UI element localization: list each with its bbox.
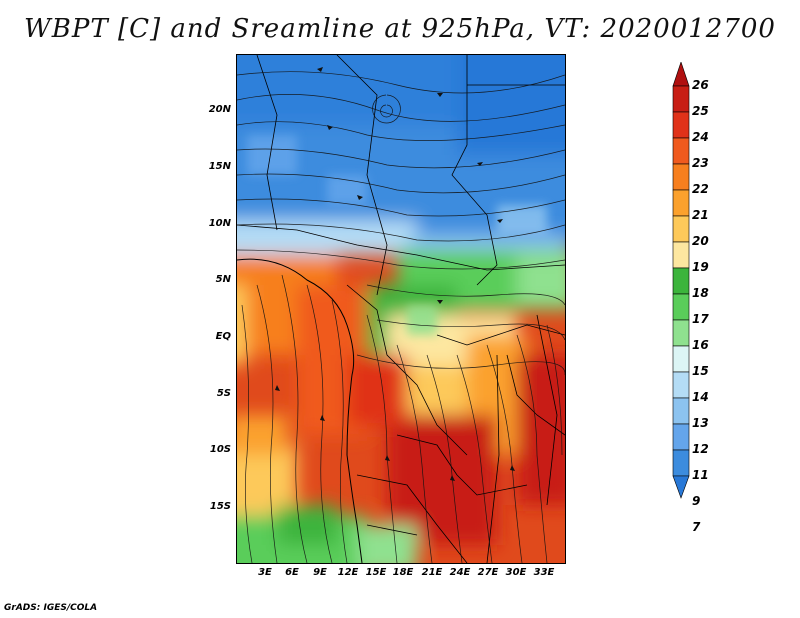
- map-panel: [236, 54, 566, 564]
- lat-tick: EQ: [215, 331, 231, 342]
- lon-tick: 6E: [285, 567, 299, 578]
- colorbar-segment: [672, 449, 690, 477]
- colorbar-segment: [672, 137, 690, 165]
- colorbar-segment: [672, 215, 690, 243]
- lon-tick: 9E: [313, 567, 327, 578]
- colorbar-segment: [672, 111, 690, 139]
- lon-tick: 3E: [258, 567, 272, 578]
- lat-tick: 5N: [215, 274, 231, 285]
- colorbar-label: 19: [692, 260, 709, 274]
- colorbar-label: 24: [692, 130, 709, 144]
- colorbar-segment: [672, 241, 690, 269]
- colorbar-segment: [672, 371, 690, 399]
- colorbar-label: 11: [692, 468, 709, 482]
- lon-tick: 15E: [365, 567, 387, 578]
- lon-tick: 21E: [421, 567, 443, 578]
- lon-tick: 12E: [337, 567, 359, 578]
- colorbar-segment: [672, 163, 690, 191]
- colorbar-min-triangle: [672, 475, 690, 499]
- lon-tick: 33E: [533, 567, 555, 578]
- colorbar-segment: [672, 397, 690, 425]
- footer-credit: GrADS: IGES/COLA: [4, 603, 98, 613]
- colorbar-label: 23: [692, 156, 709, 170]
- lon-tick: 30E: [505, 567, 527, 578]
- map-title: WBPT [C] and Sreamline at 925hPa, VT: 20…: [24, 14, 776, 44]
- colorbar-label: 26: [692, 78, 709, 92]
- colorbar-label: 15: [692, 364, 709, 378]
- colorbar-label: 12: [692, 442, 709, 456]
- colorbar-max-triangle: [672, 62, 690, 87]
- streamlines: [237, 71, 565, 563]
- lat-tick: 15N: [208, 161, 231, 172]
- colorbar-segment: [672, 189, 690, 217]
- streamline-arrows: [275, 67, 515, 481]
- colorbar-label: 14: [692, 390, 709, 404]
- lat-tick: 20N: [208, 104, 231, 115]
- colorbar-label: 25: [692, 104, 709, 118]
- lon-tick: 24E: [449, 567, 471, 578]
- lat-tick: 10S: [209, 444, 231, 455]
- lat-tick: 15S: [209, 501, 231, 512]
- colorbar-label: 7: [692, 520, 701, 534]
- colorbar-label: 13: [692, 416, 709, 430]
- lon-tick: 27E: [477, 567, 499, 578]
- colorbar-segment: [672, 293, 690, 321]
- colorbar-label: 16: [692, 338, 709, 352]
- lon-tick: 18E: [392, 567, 414, 578]
- lat-tick: 5S: [216, 388, 231, 399]
- colorbar-segment: [672, 345, 690, 373]
- colorbar-segment: [672, 423, 690, 451]
- colorbar-label: 17: [692, 312, 709, 326]
- colorbar-label: 9: [692, 494, 701, 508]
- colorbar-label: 21: [692, 208, 709, 222]
- colorbar-segment: [672, 85, 690, 113]
- colorbar-label: 20: [692, 234, 709, 248]
- colorbar-label: 18: [692, 286, 709, 300]
- lat-tick: 10N: [208, 218, 231, 229]
- colorbar-label: 22: [692, 182, 709, 196]
- colorbar: [672, 62, 690, 499]
- colorbar-segment: [672, 267, 690, 295]
- colorbar-segment: [672, 319, 690, 347]
- wbpt-field: [237, 55, 565, 563]
